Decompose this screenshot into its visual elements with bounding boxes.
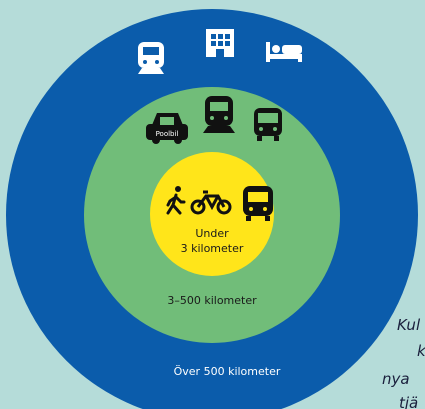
side-text: nya	[382, 370, 410, 388]
bus-icon	[254, 108, 282, 141]
side-text: k	[417, 342, 425, 360]
inner-ring	[150, 152, 274, 276]
hotel-icon	[206, 29, 234, 57]
bed-icon	[266, 42, 302, 62]
outer-label: Över 500 kilometer	[174, 365, 281, 378]
side-text: Kul	[397, 316, 421, 334]
walker-icon	[166, 186, 186, 215]
middle-label: 3–500 kilometer	[167, 294, 257, 307]
train-icon	[138, 42, 164, 74]
train-icon-2	[203, 96, 235, 133]
bus-icon-2	[243, 186, 273, 221]
side-text: tjä	[399, 394, 418, 409]
inner-label: 3 kilometer	[181, 242, 244, 255]
car-label: Poolbil	[156, 130, 179, 138]
bike-icon	[190, 190, 232, 215]
inner-label: Under	[195, 227, 229, 240]
car-icon: Poolbil	[146, 113, 188, 144]
